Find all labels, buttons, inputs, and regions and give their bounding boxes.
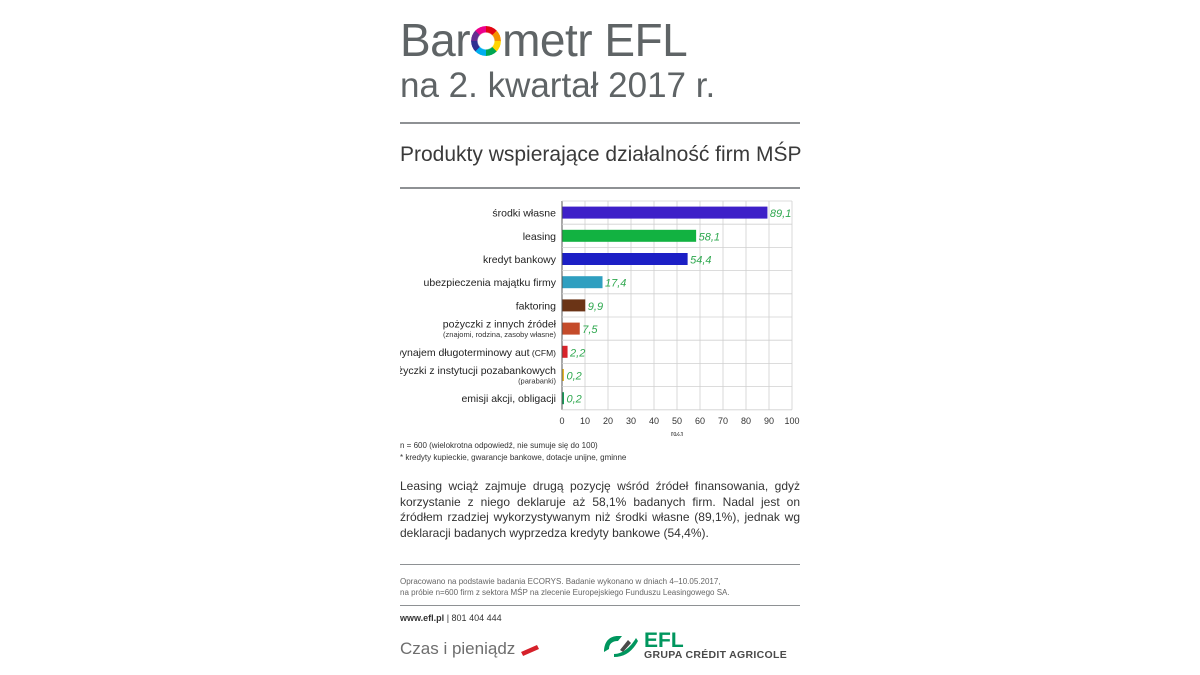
- axis-label: [%]: [671, 430, 683, 436]
- tick-label: 40: [649, 416, 659, 426]
- chart-title: Produkty wspierające działalność firm MŚ…: [400, 143, 802, 166]
- brand-group: GRUPA CRÉDIT AGRICOLE: [644, 649, 787, 661]
- tick-label: 10: [580, 416, 590, 426]
- bar: [562, 206, 768, 219]
- contact-line: www.efl.pl | 801 404 444: [400, 613, 502, 623]
- chart-notes: n = 600 (wielokrotna odpowiedź, nie sumu…: [400, 440, 626, 464]
- divider-top: [400, 122, 800, 124]
- quarter-title: na 2. kwartał 2017 r.: [400, 66, 716, 105]
- source-line-2: na próbie n=600 firm z sektora MŚP na zl…: [400, 588, 730, 597]
- efl-brand-logo: EFL GRUPA CRÉDIT AGRICOLE: [600, 629, 800, 661]
- value-label: 54,4: [690, 255, 711, 267]
- infographic-panel: Bar metr EFL na 2. kwartał 2017 r. Produk…: [400, 0, 802, 675]
- category-label: emisji akcji, obligacji: [461, 393, 556, 405]
- color-ring-logo-icon: [471, 26, 502, 56]
- contact-separator: |: [446, 613, 450, 623]
- value-label: 58,1: [699, 231, 720, 243]
- tick-label: 70: [718, 416, 728, 426]
- bar: [562, 345, 568, 358]
- bar: [562, 392, 564, 405]
- category-label: wynajem długoterminowy aut (CFM): [400, 347, 556, 359]
- tick-label: 100: [784, 416, 799, 426]
- bar-chart: środki własne 89,1 leasing 58,1 kredyt banko…: [400, 200, 800, 436]
- category-sublabel: (parabanki): [518, 377, 556, 386]
- bar: [562, 299, 586, 312]
- tick-label: 50: [672, 416, 682, 426]
- bar: [562, 229, 697, 242]
- value-label: 9,9: [588, 301, 603, 313]
- tick-label: 60: [695, 416, 705, 426]
- title-prefix: Bar: [400, 14, 471, 66]
- source-line-1: Opracowano na podstawie badania ECORYS. …: [400, 577, 721, 586]
- value-label: 0,2: [567, 394, 582, 406]
- phone-number: 801 404 444: [451, 613, 502, 623]
- category-label: środki własne: [492, 208, 556, 220]
- red-flag-icon: [521, 644, 540, 656]
- title-suffix: metr EFL: [502, 14, 688, 66]
- divider-contact: [400, 605, 800, 606]
- category-sublabel: (znajomi, rodzina, zasoby własne): [443, 330, 556, 339]
- divider-source: [400, 564, 800, 565]
- value-label: 7,5: [582, 324, 598, 336]
- value-label: 17,4: [605, 278, 626, 290]
- value-label: 2,2: [569, 347, 585, 359]
- bar: [562, 369, 564, 381]
- sample-note: n = 600 (wielokrotna odpowiedź, nie sumu…: [400, 441, 598, 450]
- value-label: 0,2: [567, 371, 582, 383]
- credit-agricole-icon: [604, 636, 638, 657]
- tick-label: 30: [626, 416, 636, 426]
- category-label: ubezpieczenia majątku firmy: [424, 277, 557, 289]
- category-label: pożyczki z instytucji pozabankowych: [400, 365, 556, 377]
- divider-chart: [400, 187, 800, 189]
- footnote: * kredyty kupieckie, gwarancje bankowe, …: [400, 453, 627, 462]
- czas-i-pieniadz-logo: Czas i pieniądz: [400, 639, 540, 659]
- website-link[interactable]: www.efl.pl: [400, 613, 445, 623]
- tick-label: 90: [764, 416, 774, 426]
- tagline: Czas i pieniądz: [400, 639, 516, 658]
- category-sublabel: (CFM): [530, 348, 557, 358]
- tick-label: 0: [559, 416, 564, 426]
- tick-label: 20: [603, 416, 613, 426]
- barometr-title: Bar metr EFL: [400, 14, 688, 66]
- brand-name: EFL: [644, 629, 684, 652]
- bar: [562, 322, 580, 335]
- value-label: 89,1: [770, 208, 791, 220]
- source-note: Opracowano na podstawie badania ECORYS. …: [400, 576, 800, 598]
- bar: [562, 276, 603, 289]
- bar: [562, 253, 688, 265]
- category-label: leasing: [523, 231, 556, 243]
- category-label: faktoring: [516, 300, 556, 312]
- category-label: pożyczki z innych źródeł: [443, 319, 557, 331]
- tick-label: 80: [741, 416, 751, 426]
- category-label: kredyt bankowy: [483, 254, 557, 266]
- summary-paragraph: Leasing wciąż zajmuje drugą pozycję wśró…: [400, 479, 800, 540]
